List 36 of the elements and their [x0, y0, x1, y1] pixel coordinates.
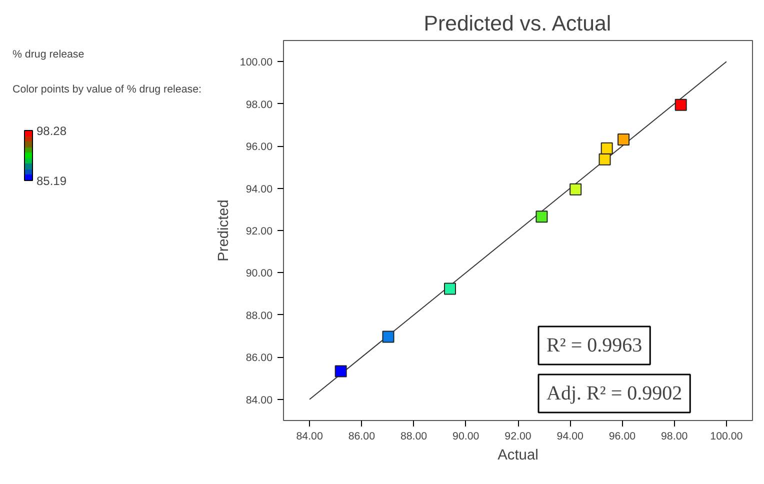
point — [382, 330, 394, 343]
point — [674, 98, 687, 111]
y-axis-title: Predicted — [216, 200, 232, 262]
chart-title: Predicted vs. Actual — [424, 12, 612, 36]
x-tick-label: 86.00 — [348, 430, 376, 442]
point — [618, 134, 630, 146]
x-tick-label: 96.00 — [608, 430, 636, 442]
point — [570, 183, 582, 196]
point — [600, 142, 613, 154]
color-bar-label: 98.28 — [36, 124, 67, 138]
y-tick-label: 100.00 — [240, 56, 273, 69]
annotation: Adj. R² = 0.9902 — [546, 382, 682, 404]
point — [536, 210, 548, 223]
y-tick-label: 96.00 — [246, 141, 273, 154]
x-tick-label: 98.00 — [661, 430, 688, 442]
point — [334, 365, 347, 378]
y-tick-label: 98.00 — [246, 98, 273, 111]
x-tick-label: 90.00 — [452, 430, 480, 442]
x-tick-label: 94.00 — [556, 430, 584, 442]
x-tick-label: 92.00 — [504, 430, 532, 442]
x-tick-label: 88.00 — [400, 430, 428, 442]
color-bar-title: Color points by value of % drug release: — [12, 84, 202, 96]
y-tick-label: 84.00 — [246, 394, 273, 406]
point — [444, 282, 456, 295]
y-tick-label: 88.00 — [246, 310, 273, 322]
x-tick-label: 84.00 — [296, 430, 323, 442]
x-tick-label: 100.00 — [710, 430, 743, 442]
x-axis-title: Actual — [498, 448, 538, 464]
annotation: R² = 0.9963 — [546, 334, 642, 356]
y-tick-label: 92.00 — [246, 226, 273, 238]
y-tick-label: 86.00 — [246, 352, 273, 364]
y-tick-label: 90.00 — [246, 268, 273, 280]
point — [598, 153, 611, 166]
color-bar-label: 85.19 — [36, 174, 67, 188]
text: % drug release — [12, 48, 84, 60]
y-tick-label: 94.00 — [246, 183, 273, 196]
